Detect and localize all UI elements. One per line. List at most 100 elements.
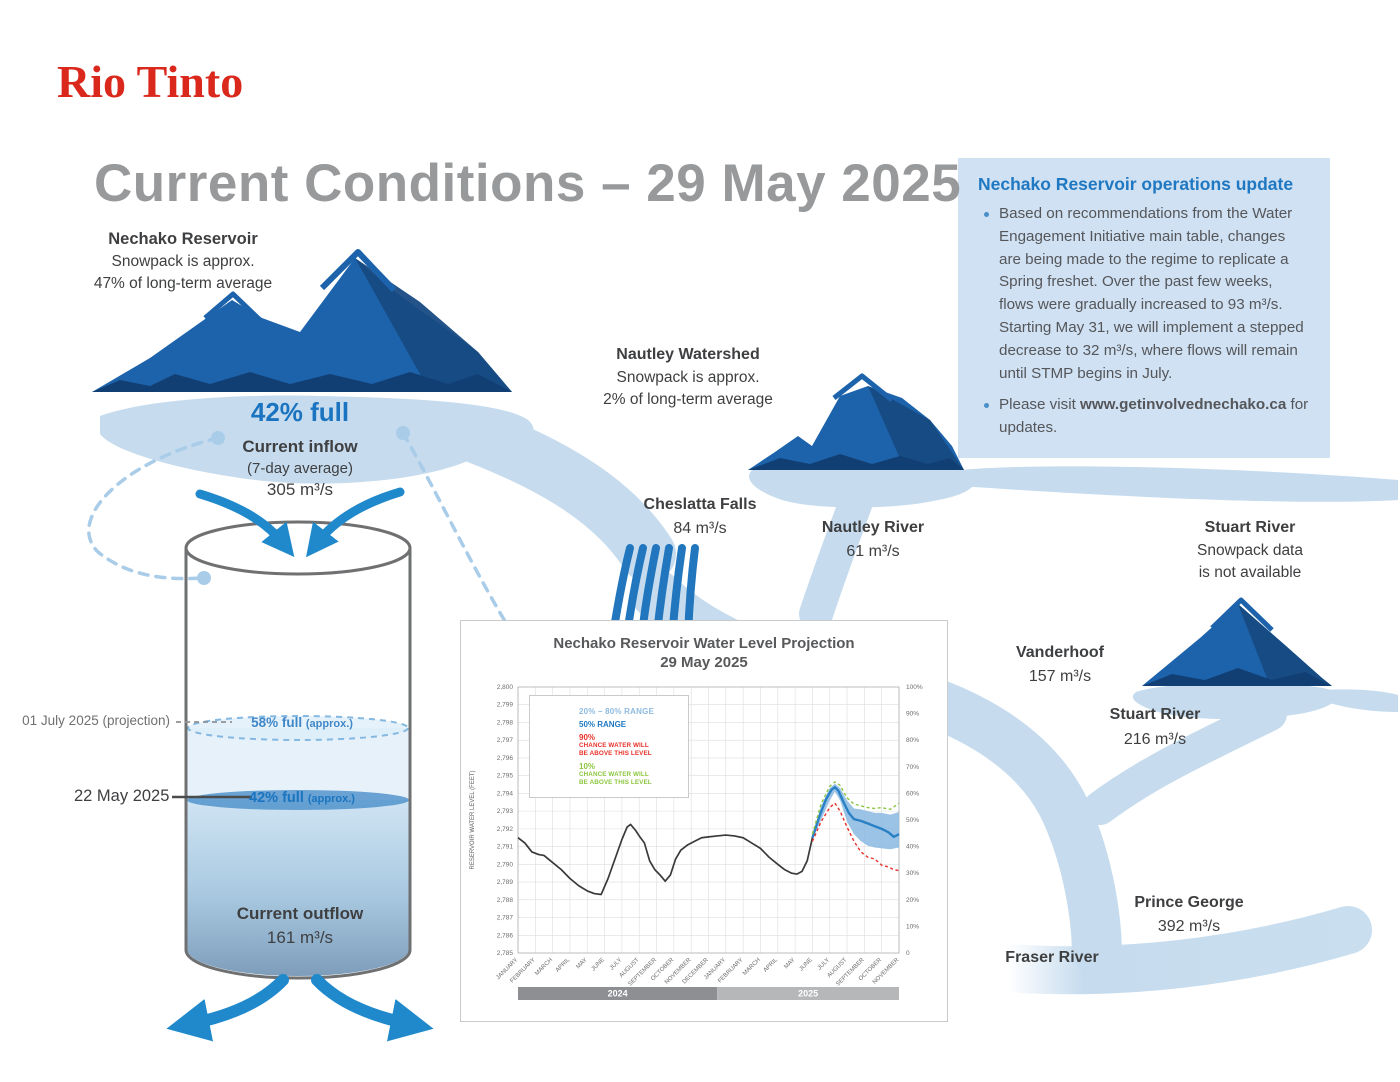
current-inflow-sub: (7-day average) — [247, 460, 353, 477]
svg-text:MARCH: MARCH — [534, 957, 554, 977]
current-outflow-value: 161 m³/s — [266, 928, 334, 947]
svg-text:30%: 30% — [906, 870, 919, 877]
nautley-river-name: Nautley River — [821, 519, 925, 536]
stuart-lake-tail — [1325, 689, 1398, 712]
cheslatta-falls-name: Cheslatta Falls — [643, 496, 757, 513]
chart-title: Nechako Reservoir Water Level Projection — [553, 635, 855, 652]
update-link[interactable]: www.getinvolvednechako.ca — [1080, 396, 1287, 414]
svg-text:60%: 60% — [906, 790, 919, 797]
svg-text:2025: 2025 — [798, 989, 818, 999]
update-bullet-2: Please visit www.getinvolvednechako.ca f… — [982, 394, 1310, 440]
nautley-mountain-icon — [748, 373, 964, 470]
svg-text:2,794: 2,794 — [497, 790, 514, 797]
nechako-snowpack-line2: 47% of long-term average — [93, 275, 273, 292]
svg-text:MAY: MAY — [576, 957, 589, 970]
series-p90_chance_above — [811, 802, 900, 872]
series-p10_chance_above — [811, 781, 900, 835]
page-title: Current Conditions – 29 May 2025 — [94, 154, 962, 213]
level-42-line — [187, 790, 409, 810]
vanderhoof-name: Vanderhoof — [1015, 644, 1105, 661]
svg-text:10%: 10% — [906, 923, 919, 930]
svg-text:JUNE: JUNE — [591, 957, 606, 972]
svg-text:50%: 50% — [906, 817, 919, 824]
stuart-mountain-name: Stuart River — [1204, 519, 1296, 536]
series-median_50 — [811, 785, 900, 839]
svg-text:APRIL: APRIL — [763, 957, 780, 974]
river-network — [100, 395, 1398, 995]
stuart-mountain-icon — [1142, 597, 1332, 686]
nechako-reservoir-name: Nechako Reservoir — [108, 230, 258, 248]
nautley-river-value: 61 m³/s — [846, 543, 900, 560]
reservoir-cylinder — [184, 520, 412, 980]
svg-text:2,793: 2,793 — [497, 808, 514, 815]
svg-text:0: 0 — [906, 950, 910, 957]
chart-subtitle: 29 May 2025 — [660, 654, 748, 671]
nechako-snowpack-line1: Snowpack is approx. — [111, 253, 255, 270]
svg-text:RESERVOIR WATER LEVEL (FEET): RESERVOIR WATER LEVEL (FEET) — [470, 770, 476, 869]
reservoir-fullness: 42% full — [250, 397, 350, 427]
current-outflow-label: Current outflow — [236, 904, 364, 923]
svg-text:40%: 40% — [906, 844, 919, 851]
svg-text:MARCH: MARCH — [742, 957, 762, 977]
inflow-arrows — [195, 487, 405, 558]
update-bullet-1: Based on recommendations from the Water … — [982, 203, 1310, 385]
projection-date-label: 01 July 2025 (projection) — [22, 713, 170, 728]
svg-text:JULY: JULY — [817, 957, 831, 971]
svg-text:100%: 100% — [906, 684, 923, 691]
svg-text:APRIL: APRIL — [555, 957, 572, 974]
svg-text:2,800: 2,800 — [497, 684, 514, 691]
stuart-river-name: Stuart River — [1109, 706, 1201, 723]
band-range_20_80 — [812, 783, 899, 850]
projection-level-label: 58% full (approx.) — [251, 715, 353, 730]
current-date-label: 22 May 2025 — [74, 787, 170, 805]
svg-text:MAY: MAY — [783, 957, 796, 970]
operations-update-box: Nechako Reservoir operations update Base… — [958, 158, 1330, 458]
river-fraser — [984, 906, 1372, 995]
nautley-watershed-name: Nautley Watershed — [616, 346, 760, 363]
svg-text:JUNE: JUNE — [798, 957, 813, 972]
stuart-river-value: 216 m³/s — [1123, 731, 1187, 748]
update-box-title: Nechako Reservoir operations update — [978, 174, 1294, 194]
svg-text:2,792: 2,792 — [497, 826, 514, 833]
rio-tinto-logo: Rio Tinto — [57, 56, 244, 107]
svg-text:2,797: 2,797 — [497, 737, 514, 744]
water-level-projection-chart: Nechako Reservoir Water Level Projection… — [460, 620, 948, 1022]
svg-text:2,789: 2,789 — [497, 879, 514, 886]
current-inflow-value: 305 m³/s — [266, 480, 334, 499]
series-historical — [517, 823, 814, 896]
svg-text:2,795: 2,795 — [497, 773, 514, 780]
svg-text:80%: 80% — [906, 737, 919, 744]
svg-text:2,785: 2,785 — [497, 950, 514, 957]
year-bar-2025 — [717, 987, 899, 1000]
svg-text:JULY: JULY — [609, 957, 623, 971]
svg-text:2024: 2024 — [608, 989, 628, 999]
stuart-snowpack-line1: Snowpack data — [1197, 542, 1303, 559]
outflow-arrows — [166, 974, 434, 1042]
chart-plot: 2,785 2,786 2,787 2,788 2,789 2,790 2,791 2,792… — [470, 684, 923, 1000]
vanderhoof-value: 157 m³/s — [1028, 668, 1092, 685]
river-lake-to-falls — [450, 408, 676, 582]
level-58-line — [187, 715, 409, 741]
legend-range-label: 20% – 80% RANGE — [579, 707, 655, 716]
fraser-river-name: Fraser River — [1005, 949, 1099, 966]
svg-text:2,791: 2,791 — [497, 844, 514, 851]
cheslatta-falls-value: 84 m³/s — [673, 520, 727, 537]
svg-text:2,798: 2,798 — [497, 719, 514, 726]
svg-text:2,790: 2,790 — [497, 861, 514, 868]
svg-text:2,786: 2,786 — [497, 932, 514, 939]
river-stuart — [1083, 697, 1287, 825]
nautley-snowpack-line2: 2% of long-term average — [603, 391, 773, 408]
svg-text:2,787: 2,787 — [497, 915, 514, 922]
svg-text:2,796: 2,796 — [497, 755, 514, 762]
svg-text:90%: 90% — [906, 711, 919, 718]
legend-median-label: 50% RANGE — [579, 720, 627, 729]
prince-george-value: 392 m³/s — [1157, 918, 1221, 935]
svg-text:2,788: 2,788 — [497, 897, 514, 904]
stuart-snowpack-line2: is not available — [1198, 564, 1302, 581]
prince-george-name: Prince George — [1134, 894, 1244, 911]
year-bar-2024 — [518, 987, 718, 1000]
nautley-lake — [748, 461, 975, 508]
nautley-snowpack-line1: Snowpack is approx. — [616, 369, 760, 386]
river-nautley — [799, 485, 873, 631]
